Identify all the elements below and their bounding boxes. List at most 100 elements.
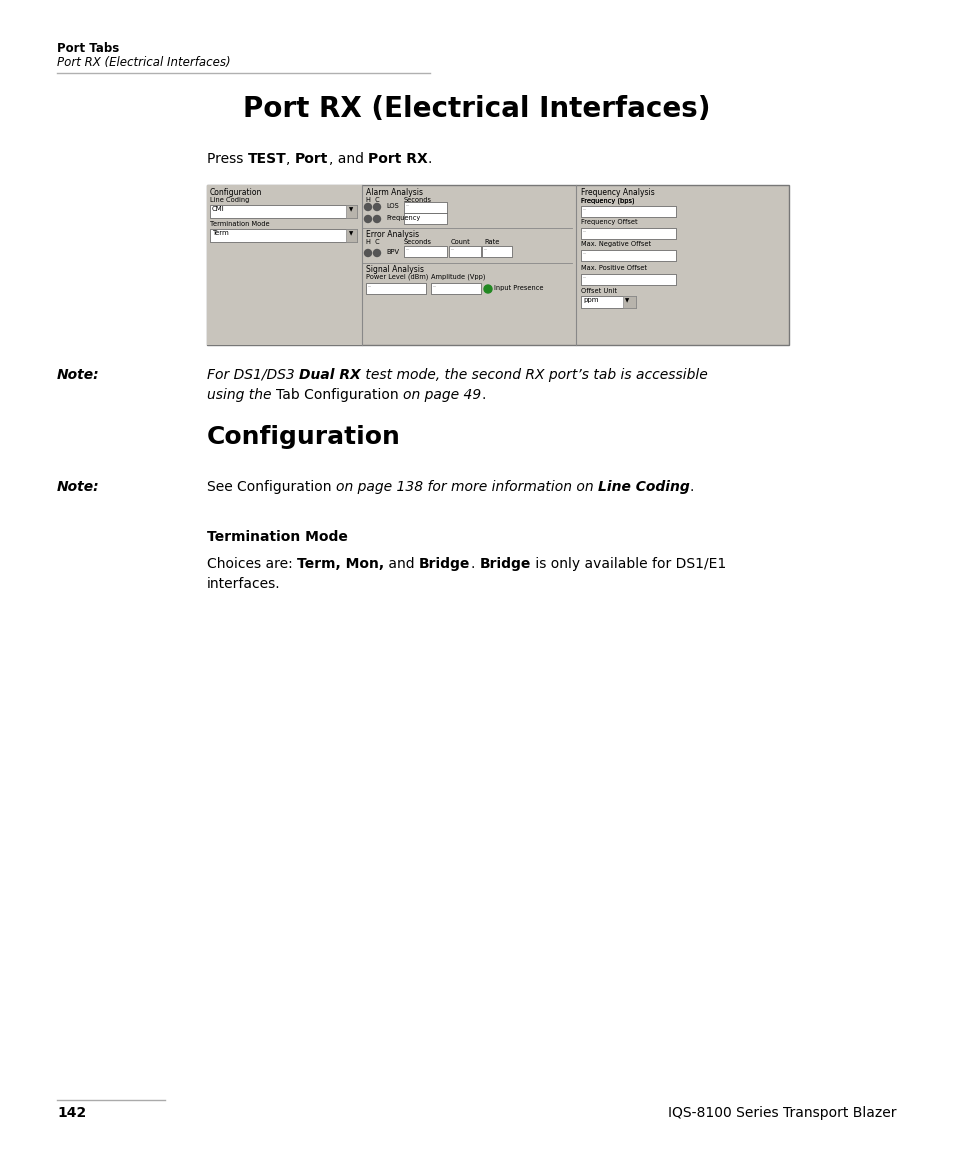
Circle shape xyxy=(374,249,380,256)
Text: ppm: ppm xyxy=(582,297,598,302)
Text: Choices are:: Choices are: xyxy=(207,557,296,571)
Text: CMI: CMI xyxy=(212,206,225,212)
Text: --: -- xyxy=(406,247,410,252)
Text: .: . xyxy=(427,152,432,166)
Text: See: See xyxy=(207,480,237,494)
Text: Press: Press xyxy=(207,152,248,166)
Bar xyxy=(403,202,447,213)
Text: Frequency (bps): Frequency (bps) xyxy=(580,197,634,204)
Bar xyxy=(449,246,480,257)
Text: Rate: Rate xyxy=(483,239,498,245)
Text: on page 49: on page 49 xyxy=(402,388,480,402)
Text: Port RX (Electrical Interfaces): Port RX (Electrical Interfaces) xyxy=(243,95,710,123)
Text: Port Tabs: Port Tabs xyxy=(57,42,119,54)
Text: Signal Analysis: Signal Analysis xyxy=(366,265,423,274)
Circle shape xyxy=(374,216,380,223)
Text: Power Level (dBm): Power Level (dBm) xyxy=(366,274,428,280)
Text: Termination Mode: Termination Mode xyxy=(210,221,270,227)
Text: --: -- xyxy=(582,207,586,212)
Text: Line Coding: Line Coding xyxy=(598,480,689,494)
Text: --: -- xyxy=(451,247,455,252)
Text: Frequency Offset: Frequency Offset xyxy=(580,219,637,225)
Text: .: . xyxy=(480,388,485,402)
Text: Tab Configuration: Tab Configuration xyxy=(275,388,402,402)
Text: Max. Positive Offset: Max. Positive Offset xyxy=(580,265,646,271)
Text: Amplitude (Vpp): Amplitude (Vpp) xyxy=(431,274,485,280)
Bar xyxy=(481,246,512,257)
Bar xyxy=(346,229,356,242)
Text: Seconds: Seconds xyxy=(403,239,432,245)
Text: ▼: ▼ xyxy=(349,231,353,236)
Text: Input Presence: Input Presence xyxy=(494,285,543,291)
Text: Configuration: Configuration xyxy=(207,425,400,449)
Text: IQS-8100 Series Transport Blazer: IQS-8100 Series Transport Blazer xyxy=(668,1106,896,1120)
Text: test mode, the second RX port’s tab is accessible: test mode, the second RX port’s tab is a… xyxy=(360,369,707,382)
Text: Seconds: Seconds xyxy=(403,197,432,203)
Text: Term: Term xyxy=(212,229,229,236)
Text: Count: Count xyxy=(451,239,470,245)
Text: --: -- xyxy=(406,216,410,220)
Bar xyxy=(207,185,361,345)
Text: For DS1/DS3: For DS1/DS3 xyxy=(207,369,299,382)
Text: --: -- xyxy=(406,203,410,207)
Text: Note:: Note: xyxy=(57,480,99,494)
Bar xyxy=(403,246,447,257)
Circle shape xyxy=(374,204,380,211)
Text: Max. Negative Offset: Max. Negative Offset xyxy=(580,241,651,247)
Text: H  C: H C xyxy=(366,239,379,245)
Text: using the: using the xyxy=(207,388,275,402)
Text: Port RX (Electrical Interfaces): Port RX (Electrical Interfaces) xyxy=(57,56,231,70)
Text: --: -- xyxy=(368,284,372,289)
Text: ▼: ▼ xyxy=(624,298,629,302)
Bar xyxy=(210,229,356,242)
Text: interfaces.: interfaces. xyxy=(207,577,280,591)
Text: --: -- xyxy=(433,284,436,289)
Text: Frequency Analysis: Frequency Analysis xyxy=(580,188,654,197)
Text: Configuration: Configuration xyxy=(237,480,335,494)
Text: --: -- xyxy=(582,252,586,256)
Text: --: -- xyxy=(582,275,586,280)
Text: --: -- xyxy=(582,229,586,234)
Bar xyxy=(580,206,676,217)
Text: TEST: TEST xyxy=(248,152,286,166)
Text: .: . xyxy=(470,557,478,571)
Text: --: -- xyxy=(483,247,488,252)
Text: Dual RX: Dual RX xyxy=(299,369,360,382)
Bar xyxy=(210,205,356,218)
Text: , and: , and xyxy=(328,152,368,166)
Text: is only available for DS1/E1: is only available for DS1/E1 xyxy=(530,557,725,571)
Text: .: . xyxy=(689,480,694,494)
Text: ,: , xyxy=(286,152,294,166)
Text: Bridge: Bridge xyxy=(418,557,470,571)
Text: Port: Port xyxy=(294,152,328,166)
Bar xyxy=(580,296,636,308)
Circle shape xyxy=(364,249,371,256)
Bar xyxy=(207,185,788,345)
Text: LOS: LOS xyxy=(386,203,398,209)
Text: Bridge: Bridge xyxy=(478,557,530,571)
Text: on page 138 for more information on: on page 138 for more information on xyxy=(335,480,598,494)
Bar xyxy=(346,205,356,218)
Text: Alarm Analysis: Alarm Analysis xyxy=(366,188,422,197)
Text: and: and xyxy=(384,557,418,571)
Text: Frequency: Frequency xyxy=(386,216,420,221)
Text: Line Coding: Line Coding xyxy=(210,197,249,203)
Text: Note:: Note: xyxy=(57,369,99,382)
Circle shape xyxy=(364,216,371,223)
Text: Term, Mon,: Term, Mon, xyxy=(296,557,384,571)
Bar xyxy=(622,296,636,308)
Circle shape xyxy=(483,285,492,293)
Text: Error Analysis: Error Analysis xyxy=(366,229,418,239)
Text: 142: 142 xyxy=(57,1106,86,1120)
Bar xyxy=(580,274,676,285)
Bar xyxy=(403,213,447,224)
Bar xyxy=(366,283,426,294)
Text: Termination Mode: Termination Mode xyxy=(207,530,348,544)
Bar xyxy=(431,283,480,294)
Text: H  C: H C xyxy=(366,197,379,203)
Circle shape xyxy=(364,204,371,211)
Text: Port RX: Port RX xyxy=(368,152,427,166)
Text: ▼: ▼ xyxy=(349,207,353,212)
Bar xyxy=(580,250,676,261)
Text: Frequency (bps): Frequency (bps) xyxy=(580,197,634,204)
